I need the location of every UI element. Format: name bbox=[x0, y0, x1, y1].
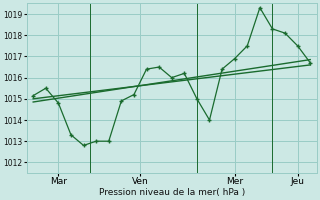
X-axis label: Pression niveau de la mer( hPa ): Pression niveau de la mer( hPa ) bbox=[99, 188, 245, 197]
